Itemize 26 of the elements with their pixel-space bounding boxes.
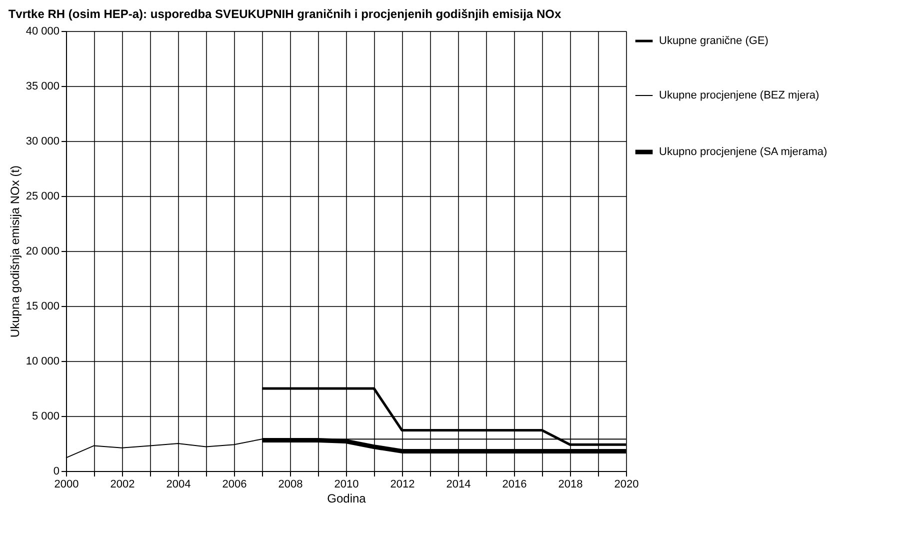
x-tick-label: 2016	[502, 478, 527, 490]
y-tick-label: 20 000	[26, 246, 60, 258]
x-axis-title: Godina	[327, 492, 366, 506]
y-tick-label: 30 000	[26, 136, 60, 148]
chart-title: Tvrtke RH (osim HEP-a): usporedba SVEUKUPNIH graničnih i procjenjenih godišnjih emisija NOx	[8, 7, 562, 21]
legend-label: Ukupne granične (GE)	[659, 35, 768, 47]
x-tick-label: 2020	[614, 478, 639, 490]
x-tick-label: 2002	[110, 478, 135, 490]
x-tick-label: 2008	[278, 478, 303, 490]
y-tick-label: 0	[53, 466, 60, 478]
x-tick-label: 2014	[446, 478, 471, 490]
y-tick-label: 25 000	[26, 190, 60, 202]
x-tick-label: 2006	[222, 478, 247, 490]
y-tick-label: 35 000	[26, 80, 60, 92]
y-tick-label: 5 000	[32, 410, 60, 422]
x-tick-label: 2012	[390, 478, 415, 490]
y-tick-label: 40 000	[26, 26, 60, 38]
x-tick-label: 2000	[54, 478, 79, 490]
x-tick-label: 2010	[334, 478, 359, 490]
y-tick-label: 10 000	[26, 356, 60, 368]
x-tick-label: 2018	[558, 478, 583, 490]
y-axis-title: Ukupna godišnja emisija NOx (t)	[8, 165, 22, 338]
legend-label: Ukupne procjenjene (BEZ mjera)	[659, 90, 820, 102]
x-tick-label: 2004	[166, 478, 191, 490]
legend-label: Ukupno procjenjene (SA mjerama)	[659, 146, 828, 158]
y-tick-label: 15 000	[26, 300, 60, 312]
